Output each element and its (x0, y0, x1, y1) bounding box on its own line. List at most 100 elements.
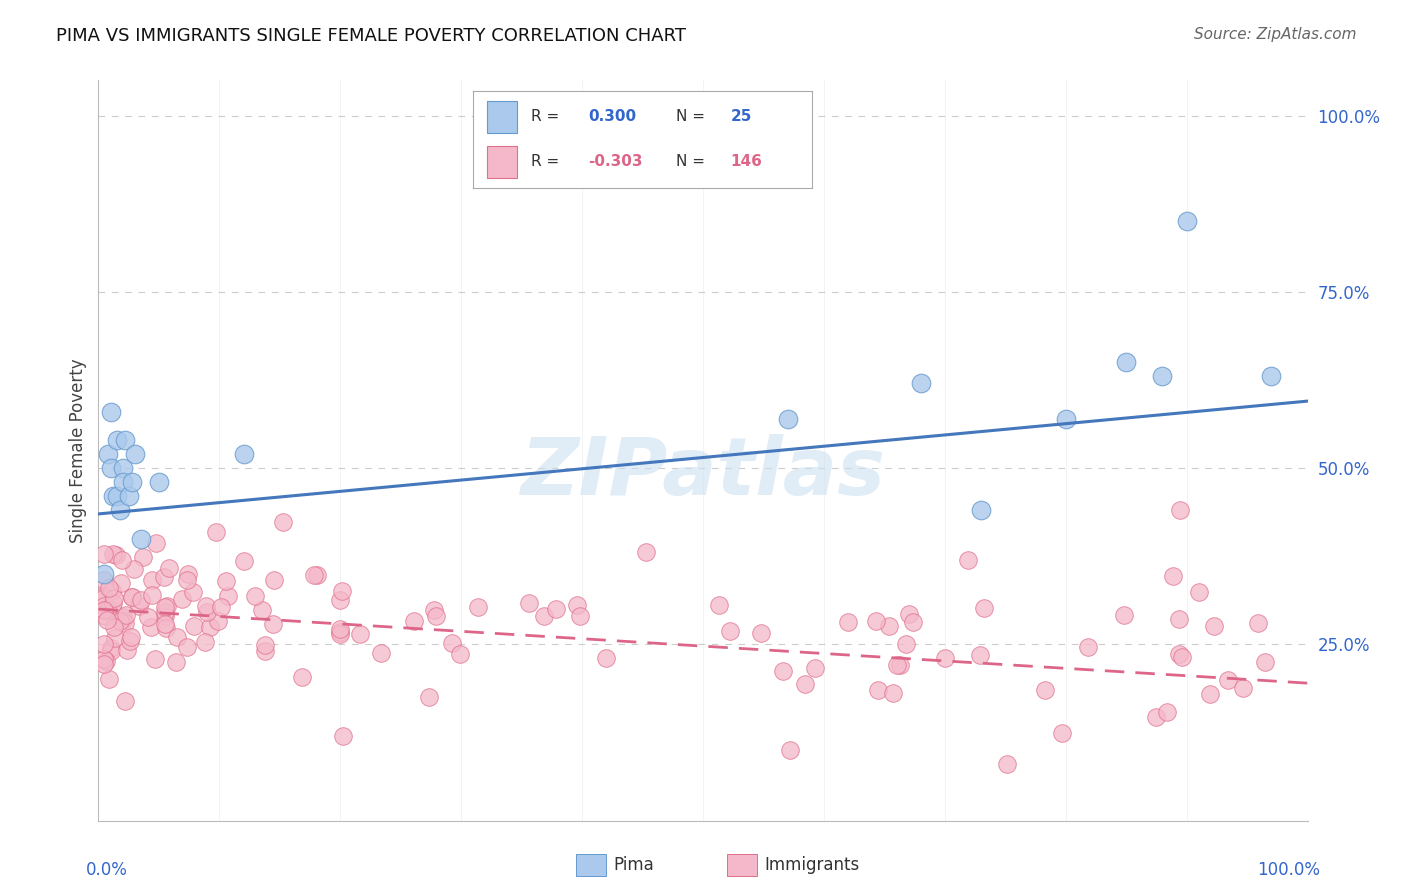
Text: 100.0%: 100.0% (1257, 862, 1320, 880)
Point (129, 532, 152, 546)
Point (153, 608, 176, 623)
Point (209, 599, 232, 614)
Point (305, 567, 328, 582)
Point (139, 620, 162, 634)
Point (128, 599, 150, 613)
Point (973, 601, 995, 615)
Point (93, 637, 115, 651)
Point (877, 619, 900, 633)
Point (517, 596, 540, 610)
Point (136, 610, 159, 624)
Point (749, 626, 772, 640)
Point (1232, 681, 1254, 695)
Point (177, 566, 200, 581)
Point (176, 640, 198, 654)
Point (402, 614, 425, 628)
Point (349, 627, 371, 641)
Point (934, 650, 956, 665)
Point (910, 376, 932, 391)
Point (97, 447, 120, 461)
Point (779, 743, 801, 757)
Point (793, 677, 815, 691)
Point (1167, 612, 1189, 626)
Point (101, 603, 124, 617)
Point (183, 619, 205, 633)
Text: ZIPatlas: ZIPatlas (520, 434, 886, 512)
Point (1188, 585, 1211, 599)
Point (263, 574, 285, 588)
Point (262, 616, 284, 631)
Point (114, 615, 136, 630)
Point (957, 553, 980, 567)
Point (215, 574, 238, 589)
Point (101, 547, 124, 561)
Point (111, 552, 134, 566)
Point (143, 651, 166, 665)
Point (302, 568, 325, 582)
Point (568, 608, 591, 623)
Point (181, 585, 204, 599)
Point (449, 648, 471, 662)
Point (233, 554, 256, 568)
Point (1167, 647, 1189, 661)
Point (152, 570, 174, 584)
Point (112, 613, 135, 627)
Point (634, 545, 657, 559)
Point (1254, 655, 1277, 669)
Point (121, 591, 143, 605)
Point (1152, 369, 1174, 384)
Point (194, 599, 217, 613)
Point (148, 475, 170, 490)
Point (544, 601, 567, 615)
Point (533, 609, 555, 624)
Point (1144, 710, 1167, 724)
Point (467, 600, 489, 615)
Point (103, 591, 125, 606)
Point (165, 655, 187, 669)
Point (1033, 682, 1056, 697)
Point (332, 729, 354, 743)
Point (253, 644, 276, 658)
Point (120, 630, 142, 644)
Point (145, 535, 167, 549)
Point (1216, 673, 1239, 688)
Point (93, 590, 115, 604)
Point (1168, 503, 1191, 517)
Point (868, 682, 890, 697)
Point (1171, 650, 1194, 665)
Point (94, 608, 117, 623)
Point (93, 657, 115, 671)
Point (970, 503, 993, 517)
Point (250, 603, 273, 617)
Point (329, 622, 352, 636)
Point (118, 489, 141, 503)
Point (1077, 640, 1099, 654)
Point (103, 631, 125, 645)
Point (104, 548, 127, 562)
Point (205, 524, 228, 539)
Point (886, 657, 908, 672)
Point (803, 661, 825, 675)
Point (198, 620, 221, 634)
FancyBboxPatch shape (727, 854, 758, 876)
Point (889, 658, 911, 673)
Point (254, 638, 277, 652)
Text: PIMA VS IMMIGRANTS SINGLE FEMALE POVERTY CORRELATION CHART: PIMA VS IMMIGRANTS SINGLE FEMALE POVERTY… (56, 27, 686, 45)
Point (194, 634, 217, 648)
Point (93, 603, 115, 617)
Point (101, 489, 124, 503)
Point (707, 598, 730, 612)
Point (166, 631, 188, 645)
Point (370, 646, 392, 660)
Point (93, 574, 115, 588)
Point (595, 651, 617, 665)
Point (122, 562, 145, 576)
Point (176, 573, 198, 587)
Point (111, 461, 134, 475)
Point (93, 548, 115, 562)
Point (995, 757, 1018, 772)
Text: Immigrants: Immigrants (765, 856, 860, 874)
Point (114, 694, 136, 708)
Text: 0.0%: 0.0% (86, 862, 128, 880)
Point (153, 599, 176, 614)
